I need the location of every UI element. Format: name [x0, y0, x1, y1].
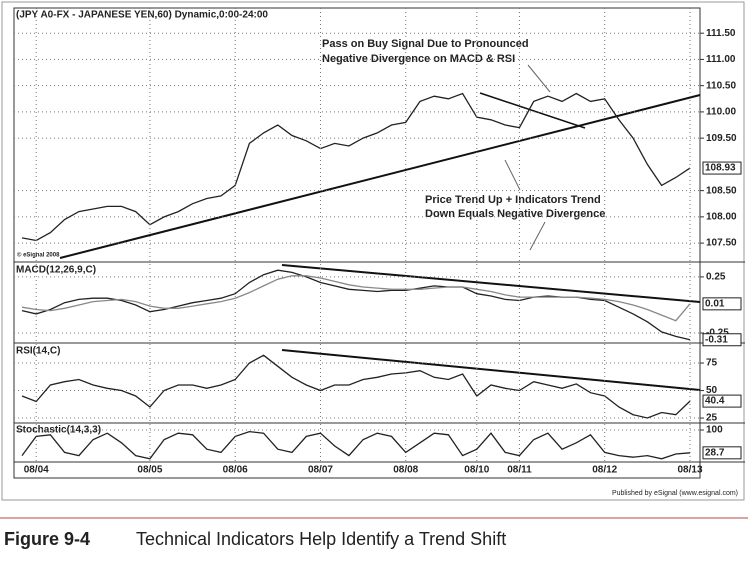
y-tick-label: 111.50 [706, 28, 736, 39]
y-tick-label: 50 [706, 385, 718, 396]
x-tick-label: 08/04 [24, 465, 49, 476]
y-tick-label: 75 [706, 358, 718, 369]
x-tick-label: 08/13 [677, 465, 702, 476]
y-tick-label: 107.50 [706, 238, 737, 249]
x-tick-label: 08/06 [223, 465, 248, 476]
frame [1, 1, 745, 501]
y-tick-label: 110.00 [706, 107, 736, 118]
last-value-box [702, 446, 742, 460]
annotation: Negative Divergence on MACD & RSI [322, 53, 515, 65]
panel-title: RSI(14,C) [16, 346, 60, 357]
x-tick-label: 08/11 [507, 465, 532, 476]
y-tick-label: 0.25 [706, 272, 726, 283]
annotation: Pass on Buy Signal Due to Pronounced [322, 38, 529, 50]
trendline [281, 264, 701, 303]
caption-figure: Figure 9-4 [4, 529, 90, 549]
arrow [529, 221, 546, 251]
x-tick-label: 08/12 [592, 465, 617, 476]
last-value-box [702, 394, 742, 408]
x-tick-label: 08/07 [308, 465, 333, 476]
y-tick-label: -0.25 [706, 328, 729, 339]
caption-text: Technical Indicators Help Identify a Tre… [136, 529, 506, 549]
last-value-label: 0.01 [705, 298, 725, 309]
series-line [21, 92, 691, 242]
x-tick-label: 08/08 [393, 465, 418, 476]
arrow [527, 64, 551, 93]
last-value-box [702, 297, 742, 311]
last-value-label: -0.31 [705, 334, 728, 345]
y-tick-label: 100 [706, 425, 723, 436]
series-line [21, 354, 691, 419]
x-tick-label: 08/05 [137, 465, 162, 476]
last-value-box [702, 333, 742, 347]
watermark: © eSignal 2008 [17, 252, 60, 259]
y-tick-label: 110.50 [706, 80, 736, 91]
y-tick-label: 111.00 [706, 54, 736, 65]
arrow [504, 159, 521, 191]
annotation: Down Equals Negative Divergence [425, 208, 605, 220]
y-tick-label: 108.00 [706, 212, 737, 223]
trendline [281, 349, 701, 391]
y-tick-label: 108.50 [706, 185, 737, 196]
panel-title: MACD(12,26,9,C) [16, 265, 96, 276]
y-tick-label: 25 [706, 413, 718, 424]
y-tick-label: 109.50 [706, 133, 737, 144]
last-value-label: 28.7 [705, 447, 725, 458]
x-tick-label: 08/10 [464, 465, 489, 476]
series-line [21, 430, 691, 460]
trendline [59, 94, 701, 259]
last-value-label: 40.4 [705, 396, 725, 407]
annotation: Price Trend Up + Indicators Trend [425, 194, 601, 206]
trendline [479, 92, 586, 129]
chart-title: (JPY A0-FX - JAPANESE YEN,60) Dynamic,0:… [16, 10, 268, 21]
series-line [21, 275, 691, 322]
footer: Published by eSignal (www.esignal.com) [612, 490, 738, 497]
series-line [21, 269, 691, 341]
last-value-box [702, 161, 742, 175]
last-value-label: 108.93 [705, 163, 736, 174]
